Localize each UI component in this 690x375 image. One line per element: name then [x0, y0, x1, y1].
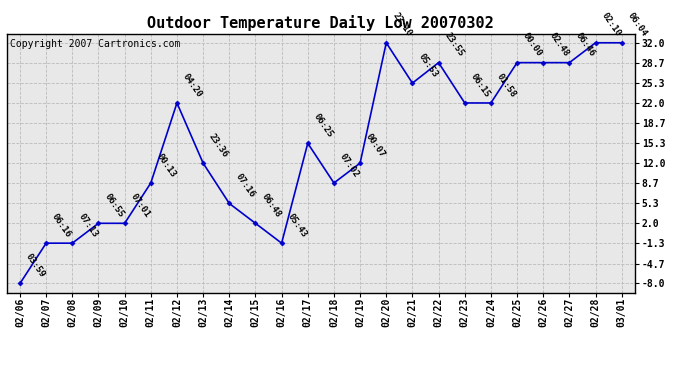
Text: 06:46: 06:46 — [573, 31, 596, 58]
Text: 23:55: 23:55 — [443, 31, 466, 58]
Text: 00:07: 00:07 — [364, 132, 387, 159]
Text: 06:15: 06:15 — [469, 72, 492, 99]
Text: 06:04: 06:04 — [626, 11, 649, 39]
Text: 01:58: 01:58 — [495, 72, 518, 99]
Text: 23:10: 23:10 — [391, 11, 413, 39]
Text: 05:53: 05:53 — [417, 52, 440, 79]
Text: 03:59: 03:59 — [24, 252, 47, 279]
Text: 04:20: 04:20 — [181, 72, 204, 99]
Text: 07:13: 07:13 — [77, 212, 99, 239]
Text: 02:48: 02:48 — [547, 31, 570, 58]
Title: Outdoor Temperature Daily Low 20070302: Outdoor Temperature Daily Low 20070302 — [148, 15, 494, 31]
Text: 00:13: 00:13 — [155, 152, 178, 179]
Text: 07:01: 07:01 — [129, 192, 152, 219]
Text: 06:25: 06:25 — [312, 112, 335, 139]
Text: 00:00: 00:00 — [521, 31, 544, 58]
Text: 23:36: 23:36 — [207, 132, 230, 159]
Text: 02:10: 02:10 — [600, 11, 622, 39]
Text: Copyright 2007 Cartronics.com: Copyright 2007 Cartronics.com — [10, 39, 180, 49]
Text: 06:55: 06:55 — [103, 192, 126, 219]
Text: 06:48: 06:48 — [259, 192, 282, 219]
Text: 06:16: 06:16 — [50, 212, 73, 239]
Text: 05:43: 05:43 — [286, 212, 308, 239]
Text: 07:02: 07:02 — [338, 152, 361, 179]
Text: 07:16: 07:16 — [233, 172, 256, 199]
